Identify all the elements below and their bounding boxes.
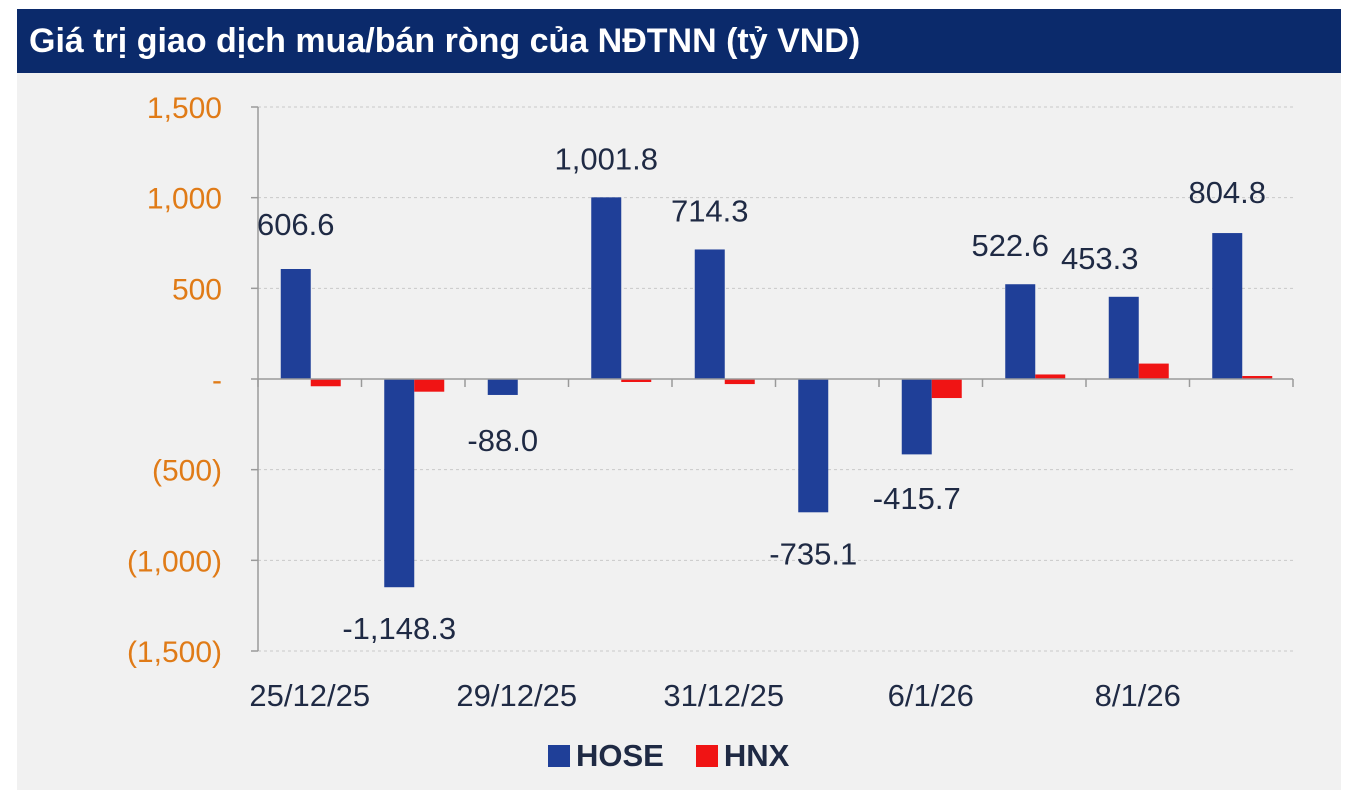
chart-title: Giá trị giao dịch mua/bán ròng của NĐTNN… [29, 22, 861, 60]
data-label-hose: -88.0 [467, 423, 538, 458]
x-tick-label: 25/12/25 [249, 678, 370, 713]
y-tick-label: 1,000 [147, 183, 222, 216]
legend-item-hose: HOSE [548, 738, 664, 774]
legend-item-hnx: HNX [695, 738, 790, 774]
legend: HOSE HNX [548, 736, 789, 776]
y-tick-label: - [212, 364, 222, 397]
bar-hnx [724, 379, 755, 385]
x-axis-ticks: 25/12/25 29/12/25 31/12/25 6/1/26 8/1/26 [249, 678, 1180, 713]
x-tick-label: 6/1/26 [888, 678, 974, 713]
x-tick-label: 8/1/26 [1095, 678, 1181, 713]
bar-hnx [621, 379, 652, 382]
data-label-hose: -735.1 [769, 536, 857, 571]
y-tick-label: 500 [172, 273, 222, 306]
legend-label-hose: HOSE [576, 738, 664, 773]
data-label-hose: 1,001.8 [555, 141, 658, 176]
bar-hnx [1242, 376, 1273, 379]
bar-hose [280, 269, 311, 379]
legend-label-hnx: HNX [723, 738, 790, 773]
x-tick-label: 31/12/25 [663, 678, 784, 713]
y-tick-label: 1,500 [147, 92, 222, 125]
bar-hose [1005, 284, 1036, 379]
data-label-hose: 804.8 [1188, 175, 1266, 210]
y-axis-ticks: 1,500 1,000 500 - (500) (1,000) (1,500) [127, 92, 258, 669]
chart-svg: 1,500 1,000 500 - (500) (1,000) (1,500) 606.6 -… [127, 92, 1294, 713]
bar-hnx [1035, 374, 1066, 379]
y-tick-label: (500) [152, 455, 222, 488]
bar-hose [1108, 296, 1139, 379]
legend-swatch-hnx [695, 745, 718, 767]
data-labels: 606.6 -1,148.3 -88.0 1,001.8 714.3 -735.1 -415… [257, 141, 1266, 646]
chart-panel: 1,500 1,000 500 - (500) (1,000) (1,500) 606.6 -… [17, 73, 1341, 790]
bar-hose [487, 379, 518, 395]
bar-hnx [931, 379, 962, 399]
gridlines [258, 106, 1293, 652]
bar-hnx [1138, 363, 1169, 379]
bar-hose [1212, 233, 1243, 379]
chart-header: Giá trị giao dịch mua/bán ròng của NĐTNN… [17, 9, 1341, 73]
data-label-hose: 453.3 [1061, 241, 1139, 276]
data-label-hose: 714.3 [671, 193, 749, 228]
bar-hnx [414, 379, 445, 392]
bars [280, 197, 1273, 588]
legend-swatch-hose [548, 745, 570, 767]
x-tick-label: 29/12/25 [456, 678, 577, 713]
bar-hose [694, 249, 725, 379]
bar-hose [798, 379, 829, 513]
bar-hose [384, 379, 415, 588]
axes [257, 107, 1294, 651]
data-label-hose: 606.6 [257, 207, 335, 242]
bar-hose [591, 197, 622, 379]
data-label-hose: 522.6 [971, 228, 1049, 263]
bar-hose [901, 379, 932, 455]
data-label-hose: -415.7 [873, 481, 961, 516]
y-tick-label: (1,000) [127, 545, 222, 578]
data-label-hose: -1,148.3 [342, 611, 456, 646]
bar-hnx [310, 379, 341, 387]
y-tick-label: (1,500) [127, 636, 222, 669]
